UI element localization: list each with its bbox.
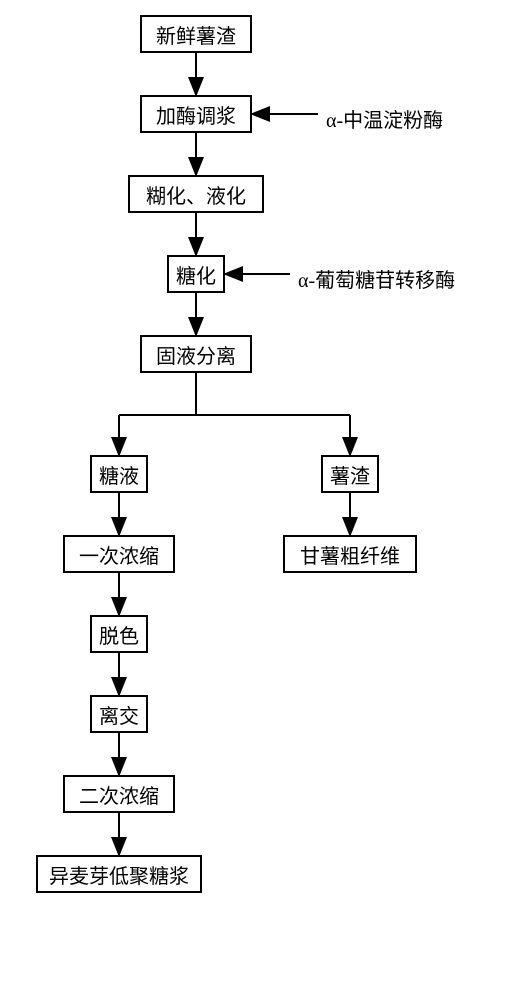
node-label: 固液分离 (156, 340, 236, 369)
node-label: 加酶调浆 (156, 100, 236, 129)
side-label-text: α-中温淀粉酶 (326, 110, 443, 132)
flowchart-arrows (0, 0, 521, 1000)
node-gelatinize-liquefy: 糊化、液化 (128, 175, 264, 213)
node-label: 糖化 (176, 260, 216, 289)
node-label: 糊化、液化 (146, 180, 246, 209)
node-label: 新鲜薯渣 (156, 20, 236, 49)
side-label-amylase: α-中温淀粉酶 (326, 104, 443, 133)
node-fresh-residue: 新鲜薯渣 (140, 15, 252, 53)
node-label: 糖液 (99, 460, 139, 489)
node-decolorize: 脱色 (90, 615, 148, 653)
node-separation: 固液分离 (140, 335, 252, 373)
side-label-glucosidase: α-葡萄糖苷转移酶 (298, 264, 455, 293)
side-label-text: α-葡萄糖苷转移酶 (298, 270, 455, 292)
node-sugar-liquid: 糖液 (90, 455, 148, 493)
node-enzyme-slurry: 加酶调浆 (140, 95, 252, 133)
node-label: 离交 (99, 700, 139, 729)
node-crude-fiber: 甘薯粗纤维 (283, 535, 417, 573)
node-label: 薯渣 (330, 460, 370, 489)
node-second-concentrate: 二次浓缩 (63, 775, 175, 813)
node-label: 一次浓缩 (79, 540, 159, 569)
node-label: 脱色 (99, 620, 139, 649)
node-isomalto-syrup: 异麦芽低聚糖浆 (36, 855, 202, 893)
node-ion-exchange: 离交 (90, 695, 148, 733)
node-residue: 薯渣 (321, 455, 379, 493)
node-label: 二次浓缩 (79, 780, 159, 809)
node-saccharify: 糖化 (167, 255, 225, 293)
node-label: 异麦芽低聚糖浆 (49, 860, 189, 889)
node-first-concentrate: 一次浓缩 (63, 535, 175, 573)
node-label: 甘薯粗纤维 (300, 540, 400, 569)
